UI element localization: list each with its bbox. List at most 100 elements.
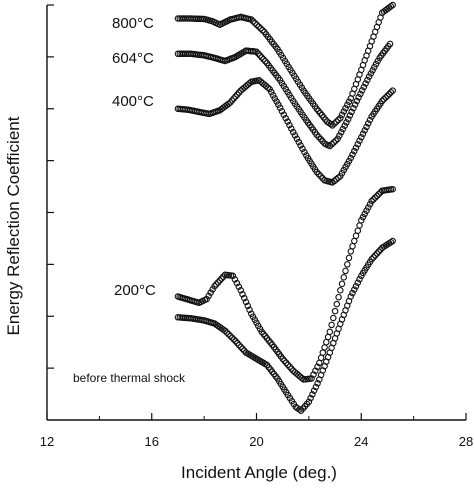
x-tick-label: 24 bbox=[354, 434, 368, 449]
series-604-c bbox=[174, 40, 394, 150]
data-point bbox=[357, 90, 364, 98]
data-point bbox=[260, 56, 267, 63]
data-point bbox=[214, 279, 222, 286]
data-point bbox=[387, 89, 395, 96]
data-point bbox=[341, 122, 348, 129]
data-point bbox=[344, 261, 351, 268]
data-point bbox=[220, 273, 227, 280]
data-point bbox=[209, 286, 216, 293]
data-point bbox=[353, 97, 361, 105]
x-axis-ticks: 12 16 20 24 28 bbox=[40, 413, 473, 449]
data-point bbox=[221, 327, 229, 335]
data-point bbox=[276, 104, 284, 111]
data-point bbox=[278, 107, 286, 115]
data-point bbox=[389, 185, 396, 193]
data-point bbox=[349, 151, 356, 158]
data-point bbox=[329, 122, 336, 129]
data-point bbox=[389, 87, 396, 94]
y-axis-ticks bbox=[47, 4, 54, 369]
data-point bbox=[333, 118, 340, 125]
data-point bbox=[361, 210, 368, 218]
data-point bbox=[253, 21, 261, 29]
data-point bbox=[269, 92, 277, 99]
data-point bbox=[232, 93, 239, 100]
data-point bbox=[335, 293, 342, 301]
data-point bbox=[232, 337, 239, 345]
data-point bbox=[284, 118, 291, 125]
data-point bbox=[340, 274, 348, 281]
data-point bbox=[291, 132, 299, 139]
data-point bbox=[385, 90, 393, 98]
data-point bbox=[377, 189, 384, 196]
data-point bbox=[289, 128, 297, 136]
data-point bbox=[375, 248, 382, 255]
data-point bbox=[230, 95, 238, 102]
data-point bbox=[314, 363, 321, 371]
data-point bbox=[229, 272, 237, 280]
data-point bbox=[363, 123, 370, 131]
data-point bbox=[356, 275, 363, 283]
data-point bbox=[235, 283, 243, 290]
data-point bbox=[352, 282, 360, 290]
data-point bbox=[309, 391, 316, 398]
data-point bbox=[386, 40, 394, 48]
data-point bbox=[228, 334, 236, 341]
data-point bbox=[301, 148, 308, 156]
curve-label-604-c: 604°C bbox=[112, 50, 154, 67]
data-point bbox=[351, 101, 359, 108]
series-800-c bbox=[174, 1, 396, 129]
data-point bbox=[370, 196, 377, 203]
data-point bbox=[326, 142, 334, 150]
data-point bbox=[261, 57, 269, 65]
data-point bbox=[333, 300, 341, 308]
data-point bbox=[307, 394, 314, 402]
data-point bbox=[239, 290, 246, 298]
data-point bbox=[234, 339, 241, 347]
curve-label-800-c: 800°C bbox=[112, 15, 154, 32]
data-point bbox=[246, 79, 253, 87]
data-point bbox=[321, 344, 328, 351]
data-point bbox=[367, 70, 375, 77]
data-point bbox=[344, 101, 351, 109]
data-point bbox=[223, 329, 231, 336]
data-point bbox=[297, 142, 304, 149]
data-point bbox=[358, 217, 365, 224]
data-point bbox=[363, 207, 370, 214]
data-point bbox=[330, 314, 337, 322]
data-point bbox=[358, 134, 365, 141]
data-point bbox=[355, 94, 362, 101]
data-point bbox=[225, 100, 232, 108]
data-point bbox=[328, 321, 335, 329]
data-point bbox=[264, 84, 272, 91]
data-point bbox=[230, 336, 238, 343]
data-point bbox=[207, 289, 214, 296]
x-tick-label: 16 bbox=[145, 434, 159, 449]
data-point bbox=[266, 85, 273, 93]
data-point bbox=[249, 18, 257, 25]
data-point bbox=[351, 237, 358, 245]
data-point bbox=[288, 365, 295, 372]
data-point bbox=[293, 135, 301, 143]
data-point bbox=[371, 252, 379, 259]
data-point bbox=[356, 137, 363, 144]
data-point bbox=[324, 333, 332, 341]
series-before-thermal-shock bbox=[174, 237, 396, 414]
data-point bbox=[225, 330, 232, 338]
data-point bbox=[330, 139, 338, 146]
data-point bbox=[356, 222, 363, 229]
data-point bbox=[364, 76, 371, 84]
data-point bbox=[284, 361, 292, 369]
data-point bbox=[235, 341, 243, 349]
data-point bbox=[351, 286, 358, 293]
data-point bbox=[319, 349, 327, 356]
data-point bbox=[331, 307, 339, 315]
data-point bbox=[389, 237, 396, 245]
data-point bbox=[352, 144, 360, 151]
data-point bbox=[338, 280, 346, 288]
data-point bbox=[375, 190, 382, 198]
x-axis-title: Incident Angle (deg.) bbox=[181, 463, 337, 482]
data-point bbox=[382, 94, 389, 101]
data-point bbox=[326, 328, 334, 336]
data-point bbox=[354, 279, 362, 286]
